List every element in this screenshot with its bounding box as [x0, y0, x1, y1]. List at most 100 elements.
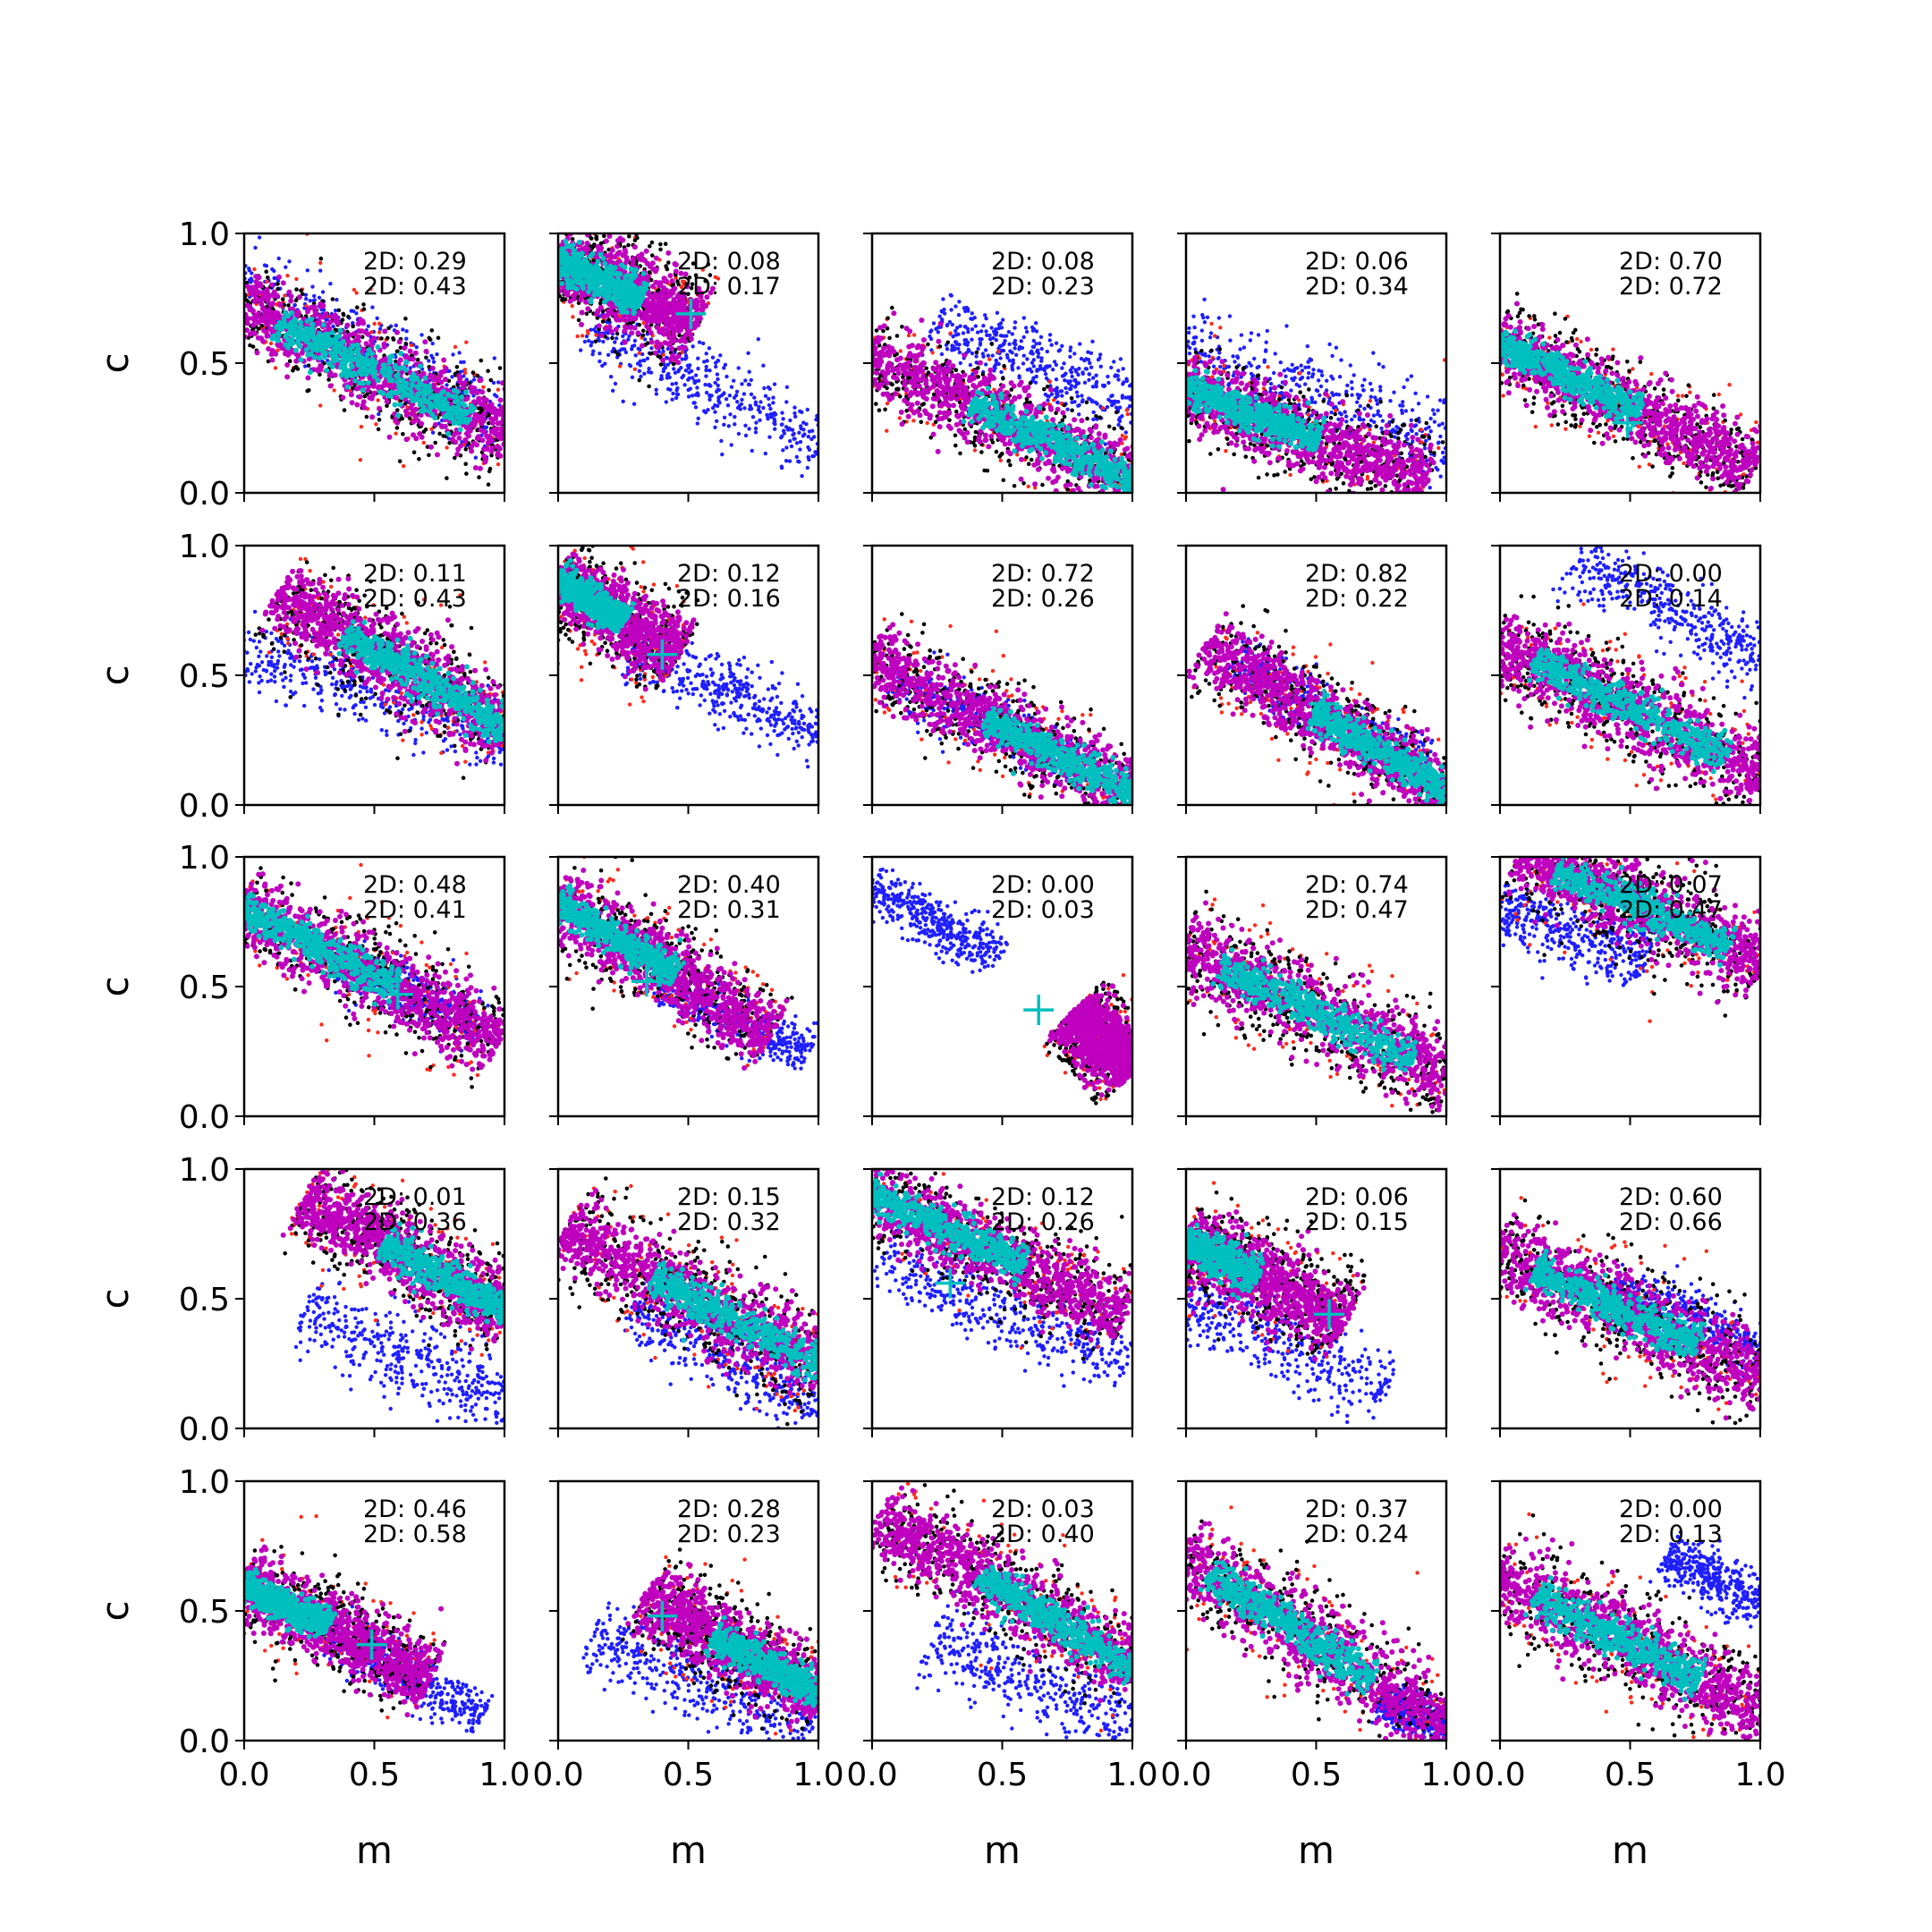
scatter-point: [597, 360, 601, 363]
scatter-point: [705, 352, 708, 355]
scatter-point: [451, 394, 456, 399]
scatter-point: [320, 303, 326, 309]
scatter-point: [840, 408, 843, 411]
scatter-point: [532, 308, 537, 312]
scatter-point: [653, 351, 658, 356]
scatter-point: [252, 331, 258, 336]
scatter-point: [667, 342, 673, 347]
scatter-point: [669, 289, 674, 294]
scatter-point: [318, 296, 321, 300]
scatter-point: [436, 404, 442, 410]
scatter-point: [764, 452, 767, 455]
scatter-point: [635, 292, 640, 297]
scatter-point: [797, 460, 801, 463]
scatter-point: [733, 396, 736, 400]
annotation-text: 2D: 0.17: [677, 273, 781, 301]
scatter-point: [266, 311, 271, 317]
scatter-point: [613, 271, 618, 276]
scatter-point: [696, 357, 699, 360]
scatter-point: [344, 354, 350, 360]
scatter-point: [539, 282, 544, 286]
scatter-point: [235, 305, 241, 310]
scatter-point: [388, 369, 394, 375]
blue-series: [579, 301, 844, 478]
scatter-point: [638, 369, 641, 373]
scatter-point: [743, 424, 747, 428]
scatter-point: [416, 386, 421, 391]
scatter-point: [981, 324, 985, 327]
scatter-point: [285, 337, 291, 343]
scatter-point: [515, 393, 519, 396]
scatter-point: [436, 397, 441, 402]
scatter-point: [418, 363, 423, 369]
scatter-point: [407, 392, 412, 397]
scatter-point: [252, 267, 256, 271]
scatter-point: [621, 335, 624, 338]
scatter-point: [435, 452, 440, 457]
scatter-point: [681, 345, 686, 351]
scatter-point: [496, 462, 500, 466]
scatter-point: [726, 403, 730, 407]
scatter-point: [225, 319, 231, 325]
scatter-point: [506, 411, 512, 416]
scatter-point: [711, 356, 715, 360]
scatter-point: [337, 309, 342, 313]
scatter-point: [312, 294, 316, 298]
scatter-point: [648, 270, 652, 275]
scatter-point: [807, 455, 810, 459]
scatter-point: [344, 323, 350, 328]
scatter-point: [547, 292, 552, 297]
scatter-point: [404, 342, 409, 346]
scatter-point: [441, 389, 446, 394]
scatter-point: [225, 320, 231, 326]
scatter-point: [623, 324, 628, 329]
scatter-point: [251, 344, 256, 349]
scatter-point: [308, 342, 313, 347]
scatter-point: [452, 408, 457, 413]
scatter-point: [395, 412, 401, 418]
scatter-point: [758, 419, 761, 422]
scatter-point: [332, 388, 335, 392]
scatter-point: [684, 332, 690, 337]
scatter-point: [801, 420, 805, 424]
scatter-point: [225, 305, 228, 309]
scatter-point: [806, 466, 809, 470]
scatter-point: [596, 259, 601, 265]
scatter-point: [609, 329, 614, 335]
scatter-point: [486, 369, 490, 374]
scatter-point: [462, 438, 468, 444]
scatter-point: [354, 291, 358, 294]
scatter-point: [376, 317, 379, 320]
scatter-point: [272, 290, 277, 295]
scatter-point: [788, 459, 792, 462]
scatter-point: [788, 428, 792, 431]
scatter-point: [781, 448, 784, 452]
scatter-point: [747, 427, 750, 430]
scatter-point: [674, 396, 678, 400]
scatter-point: [239, 351, 243, 355]
scatter-point: [598, 278, 604, 284]
scatter-point: [670, 278, 675, 284]
scatter-point: [506, 402, 510, 405]
scatter-point: [469, 444, 474, 449]
scatter-point: [258, 318, 264, 323]
scatter-point: [708, 369, 711, 372]
scatter-point: [704, 369, 708, 372]
scatter-point: [478, 377, 483, 383]
scatter-point: [454, 452, 460, 457]
scatter-point: [579, 348, 582, 352]
scatter-point: [464, 447, 469, 452]
scatter-point: [459, 360, 462, 364]
scatter-point: [441, 434, 445, 438]
scatter-point: [269, 283, 275, 288]
scatter-point: [394, 330, 400, 335]
scatter-point: [443, 424, 448, 429]
scatter-point: [650, 267, 656, 272]
scatter-point: [552, 323, 556, 327]
scatter-point: [574, 219, 580, 225]
scatter-point: [257, 275, 262, 280]
scatter-point: [624, 273, 630, 278]
scatter-point: [691, 401, 695, 404]
scatter-point: [496, 380, 500, 384]
